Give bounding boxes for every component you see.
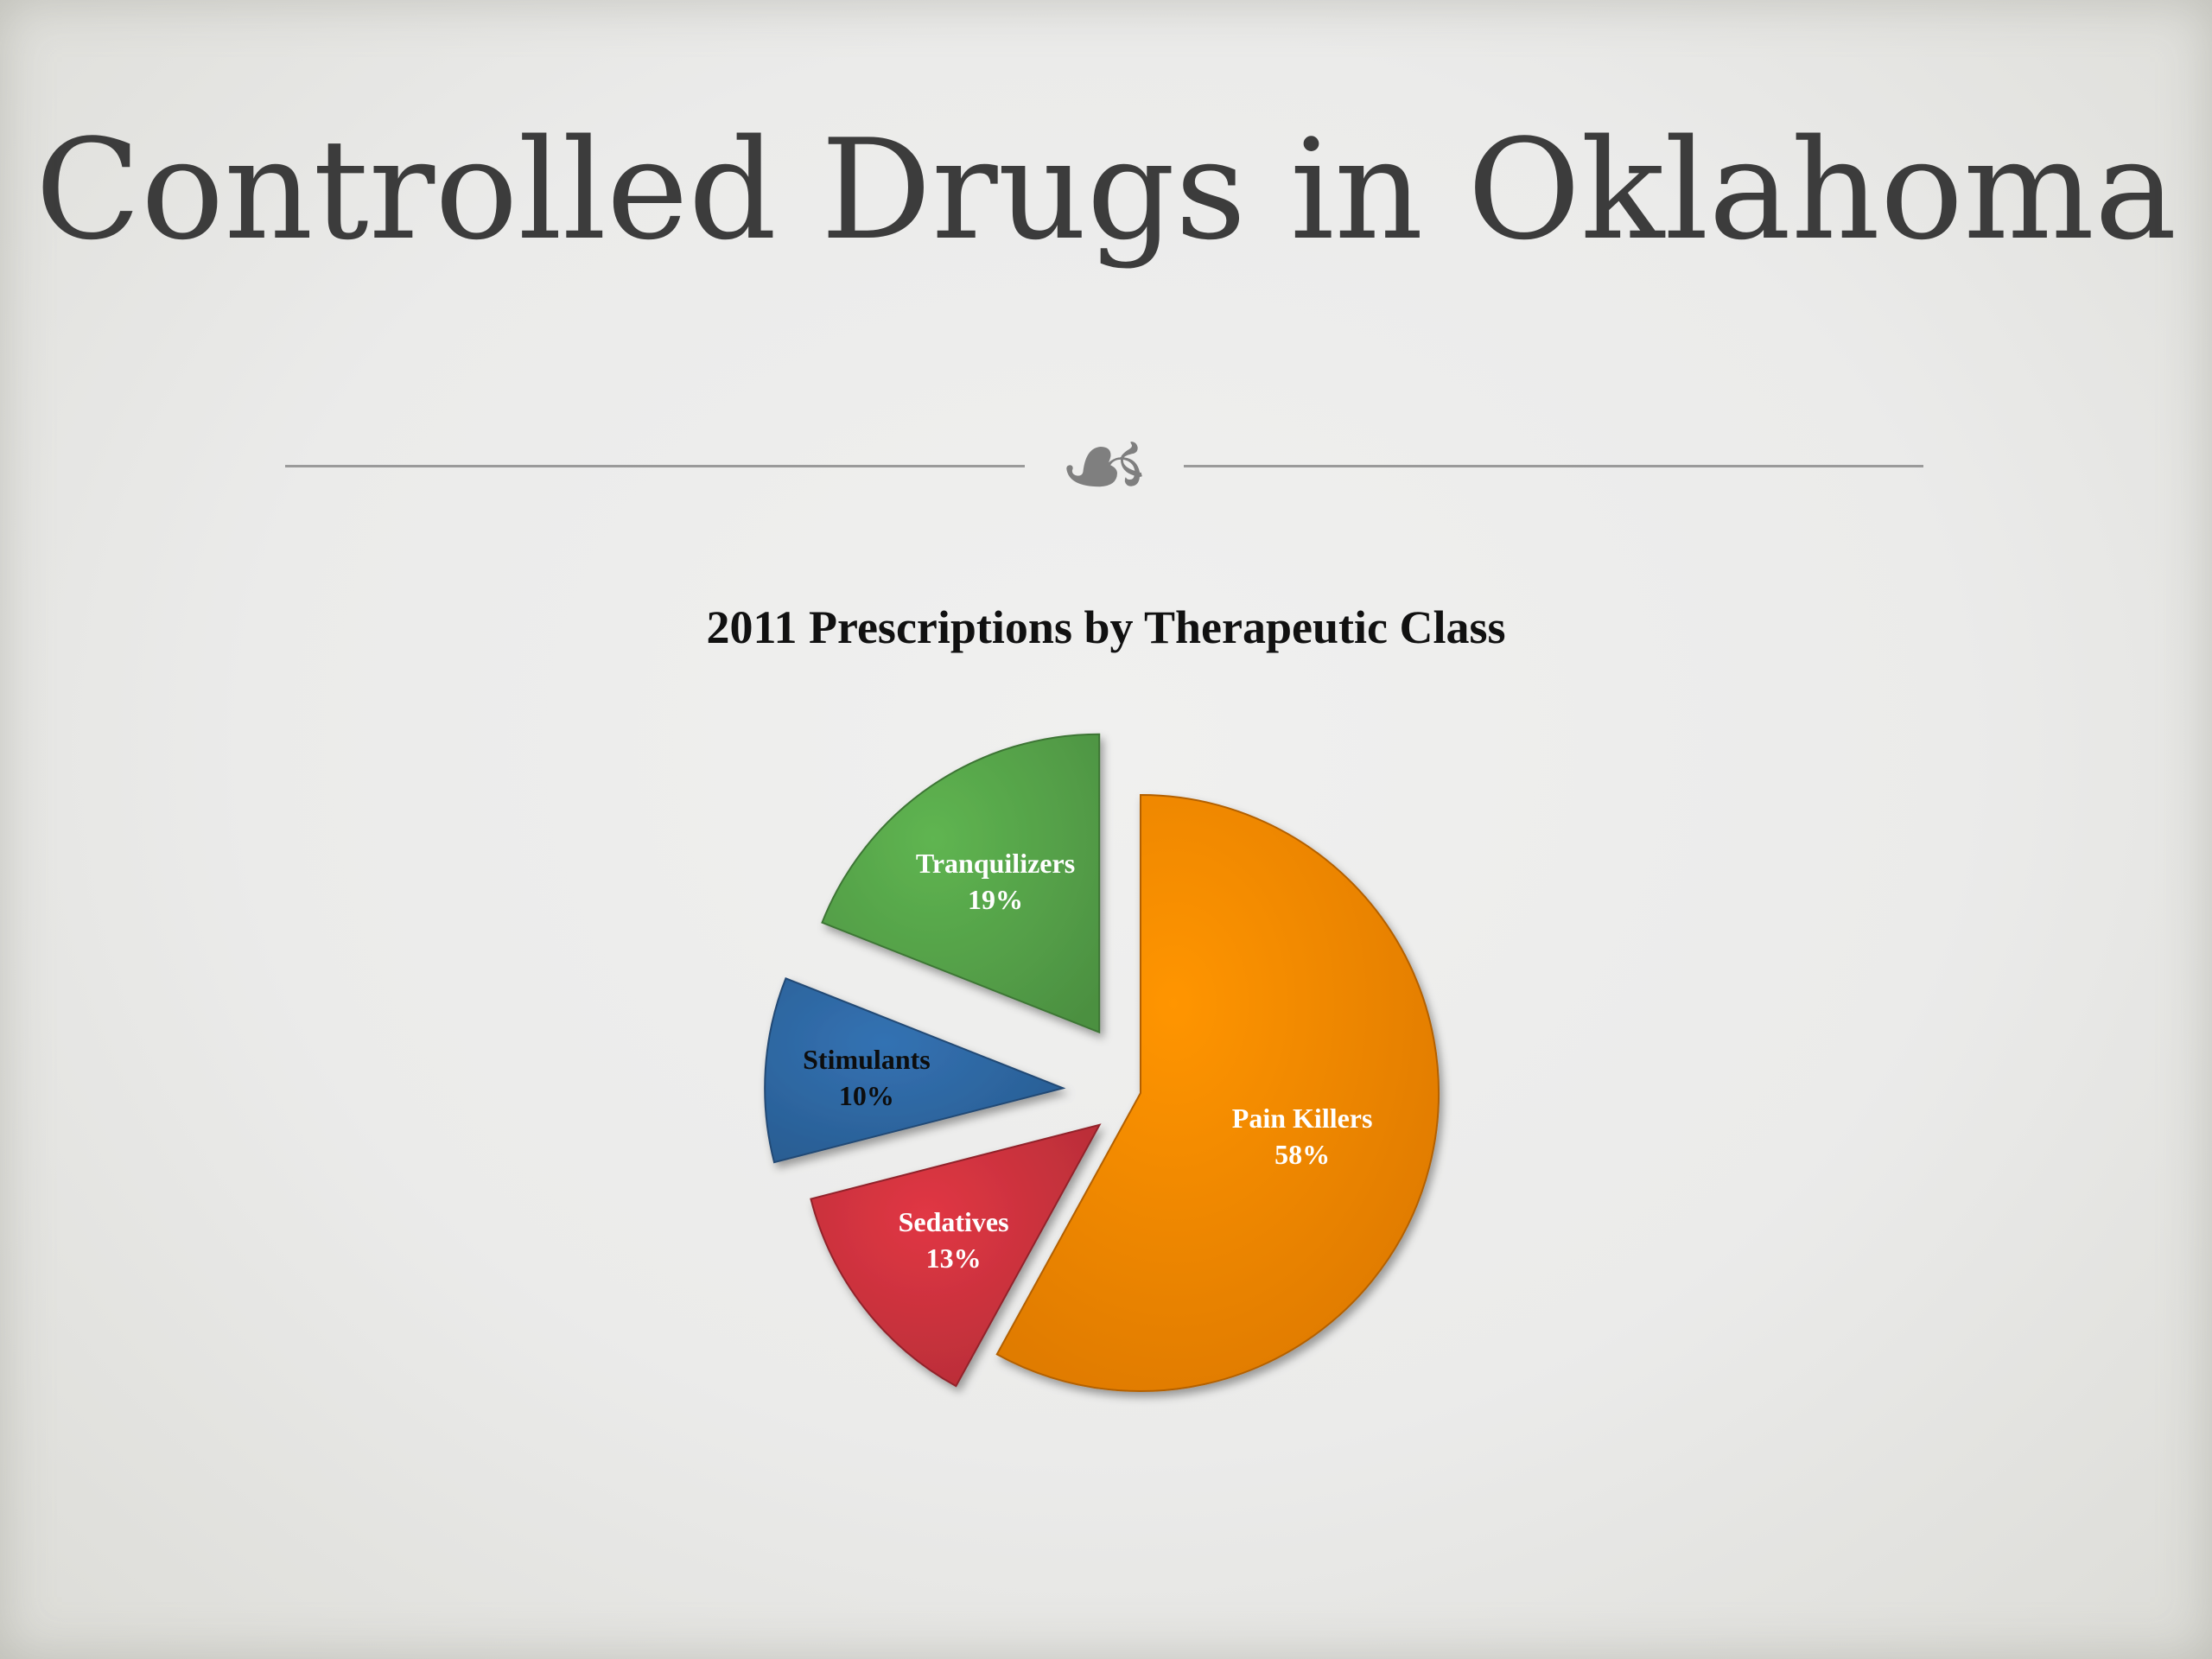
pie-slice-stimulants [764,977,1066,1164]
pie-label-value: 10% [839,1080,894,1111]
title-divider-right [1184,465,1923,467]
pie-slices [764,733,1440,1392]
pie-slice-pain-killers [995,793,1440,1392]
title-divider-left [285,465,1025,467]
pie-label-value: 58% [1274,1139,1330,1170]
slide-title: Controlled Drugs in Oklahoma [35,109,2177,270]
pie-label-value: 19% [968,884,1023,915]
pie-slice-sedatives [810,1123,1102,1388]
pie-label-name: Stimulants [803,1044,931,1075]
pie-label-value: 13% [926,1243,982,1274]
pie-labels: Pain Killers 58% Sedatives 13% Stimulants 10%… [803,848,1372,1274]
pie-slice-tranquilizers [821,733,1101,1034]
pie-label-name: Pain Killers [1232,1103,1373,1134]
pie-label-name: Sedatives [899,1206,1009,1237]
chart-title: 2011 Prescriptions by Therapeutic Class [706,601,1506,653]
pie-label-name: Tranquilizers [916,848,1075,879]
ornament-icon: ☙ [1058,406,1151,526]
